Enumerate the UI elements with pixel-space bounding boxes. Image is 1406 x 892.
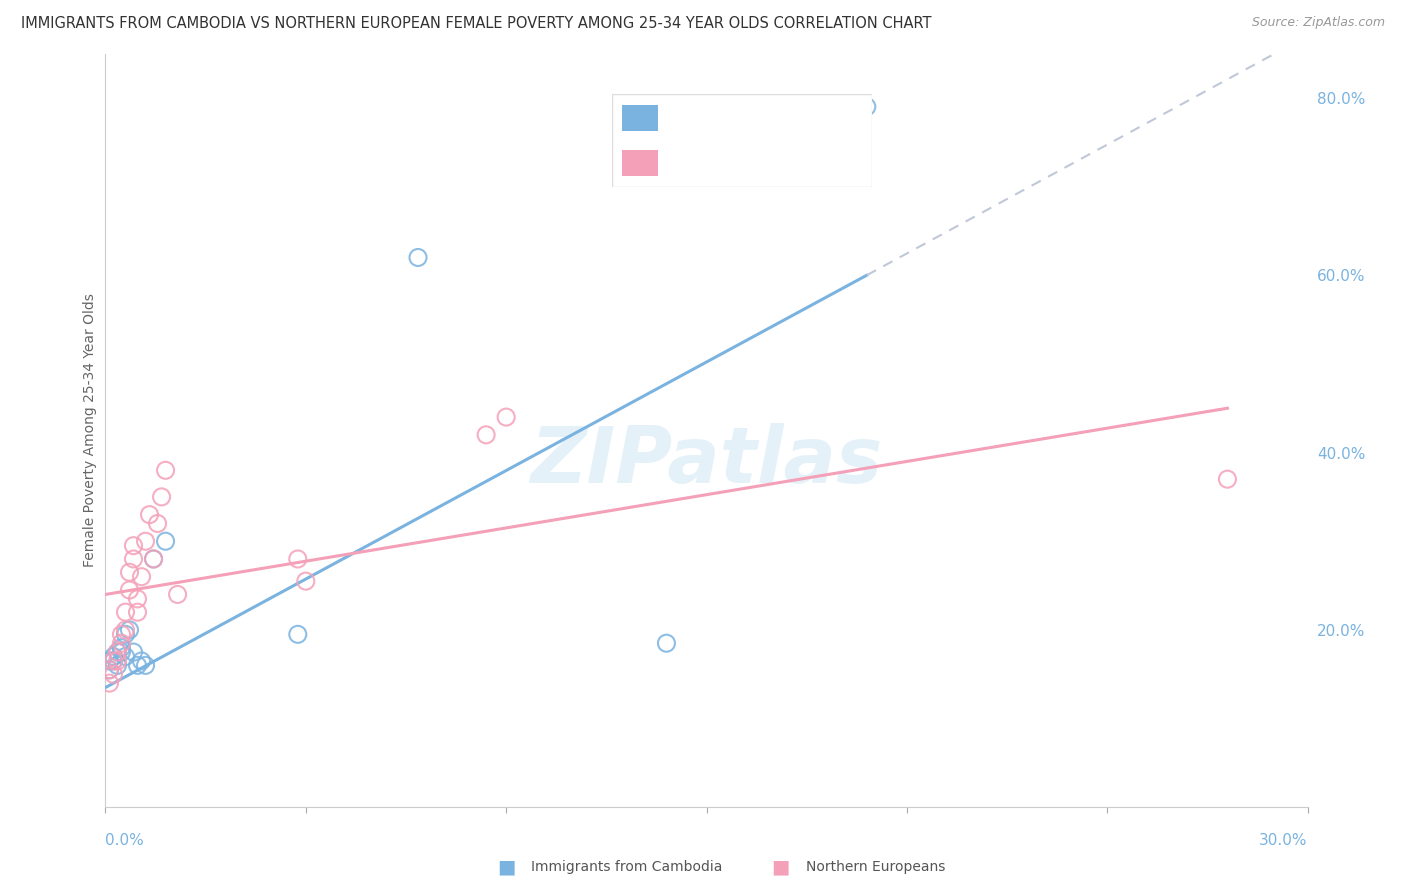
Point [118, 623, 141, 637]
Text: 0.0%: 0.0% [105, 833, 145, 847]
Point [103, 654, 125, 668]
Point [287, 627, 309, 641]
Point [146, 516, 169, 531]
Point [150, 490, 173, 504]
Text: ■: ■ [496, 857, 516, 877]
Point [135, 534, 157, 549]
Point [107, 645, 129, 659]
Point [127, 591, 149, 606]
Y-axis label: Female Poverty Among 25-34 Year Olds: Female Poverty Among 25-34 Year Olds [83, 293, 97, 567]
Point [142, 552, 165, 566]
Point [98, 663, 121, 677]
Point [855, 100, 877, 114]
Point [295, 574, 318, 589]
FancyBboxPatch shape [621, 150, 658, 176]
Point [114, 649, 136, 664]
Text: Source: ZipAtlas.com: Source: ZipAtlas.com [1251, 16, 1385, 29]
Point [122, 539, 145, 553]
FancyBboxPatch shape [612, 94, 872, 187]
Point [110, 627, 132, 641]
Point [138, 508, 160, 522]
Point [110, 636, 132, 650]
Text: N = 29: N = 29 [768, 155, 825, 170]
Text: Immigrants from Cambodia: Immigrants from Cambodia [531, 860, 723, 874]
Point [98, 663, 121, 677]
Text: R = 0.344: R = 0.344 [669, 155, 752, 170]
Point [131, 654, 153, 668]
Point [118, 582, 141, 597]
Point [166, 587, 188, 601]
Point [1216, 472, 1239, 486]
Point [122, 645, 145, 659]
Point [135, 658, 157, 673]
Point [475, 427, 498, 442]
Point [118, 566, 141, 580]
Text: Northern Europeans: Northern Europeans [806, 860, 945, 874]
Point [142, 552, 165, 566]
Point [114, 627, 136, 641]
Point [98, 654, 121, 668]
Point [406, 251, 429, 265]
Point [155, 463, 177, 477]
Point [122, 552, 145, 566]
Point [131, 570, 153, 584]
Point [107, 658, 129, 673]
Point [98, 676, 121, 690]
Point [110, 640, 132, 655]
Point [655, 636, 678, 650]
Point [155, 534, 177, 549]
Text: ZIPatlas: ZIPatlas [530, 423, 883, 499]
Text: 30.0%: 30.0% [1260, 833, 1308, 847]
Point [114, 605, 136, 619]
Point [127, 605, 149, 619]
Text: R = 0.444: R = 0.444 [669, 111, 752, 126]
Point [114, 623, 136, 637]
Point [110, 645, 132, 659]
Text: ■: ■ [770, 857, 790, 877]
Point [103, 654, 125, 668]
Point [107, 645, 129, 659]
Point [103, 667, 125, 681]
Text: N = 21: N = 21 [768, 111, 825, 126]
Point [287, 552, 309, 566]
Point [103, 649, 125, 664]
Point [495, 410, 517, 425]
Point [107, 654, 129, 668]
Point [127, 658, 149, 673]
Text: IMMIGRANTS FROM CAMBODIA VS NORTHERN EUROPEAN FEMALE POVERTY AMONG 25-34 YEAR OL: IMMIGRANTS FROM CAMBODIA VS NORTHERN EUR… [21, 16, 932, 31]
FancyBboxPatch shape [621, 105, 658, 131]
